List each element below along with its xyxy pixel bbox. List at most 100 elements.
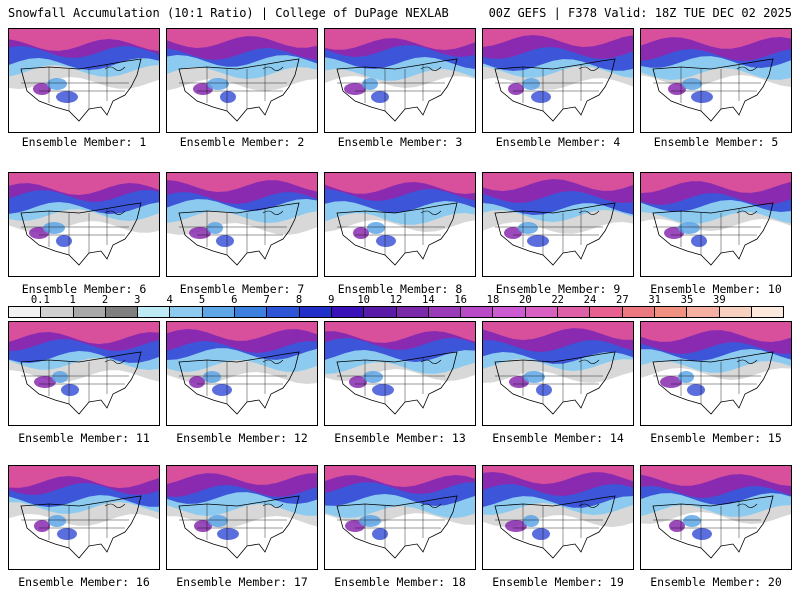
- colorbar-tick-label: 22: [551, 294, 564, 306]
- snowfall-shading: [505, 520, 527, 532]
- colorbar-swatch: [590, 307, 623, 317]
- colorbar-swatch: [525, 307, 559, 317]
- snowfall-shading: [363, 371, 383, 383]
- snowfall-shading: [372, 528, 388, 540]
- snowfall-shading: [641, 173, 791, 193]
- country-border: [20, 58, 142, 122]
- snowfall-shading: [61, 384, 79, 396]
- colorbar-tick-label: 12: [389, 294, 403, 306]
- snowfall-shading: [52, 371, 68, 383]
- ensemble-member-label: Ensemble Member: 18: [334, 575, 466, 589]
- snowfall-map: [641, 322, 791, 415]
- country-border: [494, 495, 616, 559]
- colorbar-tick-label: 4: [166, 294, 173, 306]
- snowfall-shading: [220, 91, 236, 103]
- ensemble-member-label: Ensemble Member: 6: [21, 282, 147, 296]
- snowfall-shading: [167, 322, 317, 341]
- colorbar-swatch: [493, 307, 526, 317]
- snowfall-shading: [522, 78, 540, 90]
- colorbar-swatch: [235, 307, 268, 317]
- great-lakes: [104, 359, 126, 364]
- snowfall-shading: [325, 173, 475, 194]
- snowfall-map: [9, 173, 159, 266]
- snowfall-shading: [367, 222, 385, 234]
- snowfall-map: [325, 466, 475, 559]
- snowfall-shading: [349, 376, 367, 388]
- snowfall-shading: [668, 83, 686, 95]
- snowfall-shading: [641, 29, 791, 49]
- snowfall-map: [483, 29, 633, 122]
- snowfall-shading: [56, 91, 78, 103]
- colorbar-tick-label: 8: [295, 294, 303, 306]
- snowfall-map: [325, 173, 475, 266]
- snowfall-shading: [641, 322, 791, 342]
- snowfall-shading: [483, 29, 633, 47]
- great-lakes: [420, 66, 442, 71]
- snowfall-map: [483, 322, 633, 415]
- country-border: [336, 351, 458, 415]
- colorbar-swatch: [73, 307, 106, 317]
- snowfall-shading: [34, 520, 50, 532]
- ensemble-member-map: [324, 465, 476, 570]
- colorbar-tick-label: 27: [616, 294, 629, 306]
- colorbar-ticks: 0.1 1 2 3 4 5 6 7 8 9 10 12 14 16 18 20 22 24 27 31 35 39: [8, 294, 784, 306]
- colorbar-swatch: [396, 307, 429, 317]
- ensemble-member-map: [640, 172, 792, 277]
- colorbar-swatch: [267, 307, 300, 317]
- snowfall-shading: [483, 466, 633, 484]
- country-border: [652, 58, 774, 122]
- colorbar-tick-label: 5: [198, 294, 206, 306]
- snowfall-shading: [167, 466, 317, 485]
- colorbar-tick-label: 6: [231, 294, 238, 306]
- colorbar-swatch: [364, 307, 397, 317]
- snowfall-shading: [216, 235, 234, 247]
- country-border: [494, 351, 616, 415]
- ensemble-member-map: [8, 321, 160, 426]
- ensemble-member-map: [166, 321, 318, 426]
- ensemble-member-label: Ensemble Member: 9: [495, 282, 621, 296]
- snowfall-shading: [682, 78, 702, 90]
- great-lakes: [420, 359, 442, 364]
- colorbar-tick-label: 2: [101, 294, 109, 306]
- snowfall-shading: [167, 29, 317, 48]
- snowfall-shading: [207, 222, 223, 234]
- ensemble-member-label: Ensemble Member: 4: [495, 135, 621, 149]
- colorbar-swatch: [719, 307, 752, 317]
- snowfall-shading: [531, 91, 551, 103]
- great-lakes: [420, 503, 442, 508]
- snowfall-shading: [504, 227, 522, 239]
- colorbar-tick-label: 10: [357, 294, 370, 306]
- country-border: [336, 495, 458, 559]
- great-lakes: [578, 359, 600, 364]
- snowfall-map: [483, 466, 633, 559]
- snowfall-shading: [325, 466, 475, 487]
- ensemble-member-label: Ensemble Member: 12: [176, 431, 308, 445]
- snowfall-shading: [325, 322, 475, 343]
- snowfall-shading: [532, 528, 550, 540]
- colorbar-swatch: [622, 307, 655, 317]
- ensemble-member-map: [482, 172, 634, 277]
- snowfall-shading: [527, 235, 549, 247]
- snowfall-shading: [362, 78, 378, 90]
- colorbar-swatch: [299, 307, 332, 317]
- colorbar-tick-label: 1: [69, 294, 76, 306]
- ensemble-member-label: Ensemble Member: 11: [18, 431, 150, 445]
- snowfall-shading: [692, 528, 712, 540]
- colorbar-tick-label: 9: [328, 294, 335, 306]
- ensemble-member-map: [8, 172, 160, 277]
- snowfall-shading: [9, 173, 159, 195]
- colorbar-swatch: [41, 307, 74, 317]
- colorbar-tick-label: 24: [583, 294, 597, 306]
- ensemble-member-map: [640, 28, 792, 133]
- colorbar-swatch: [428, 307, 462, 317]
- snowfall-map: [9, 29, 159, 122]
- great-lakes: [104, 210, 126, 215]
- great-lakes: [262, 503, 284, 508]
- snowfall-map: [167, 29, 317, 122]
- ensemble-member-map: [166, 28, 318, 133]
- snowfall-shading: [194, 520, 212, 532]
- ensemble-member-label: Ensemble Member: 8: [337, 282, 463, 296]
- ensemble-member-label: Ensemble Member: 7: [179, 282, 305, 296]
- country-border: [494, 202, 616, 266]
- colorbar-tick-label: 14: [422, 294, 435, 306]
